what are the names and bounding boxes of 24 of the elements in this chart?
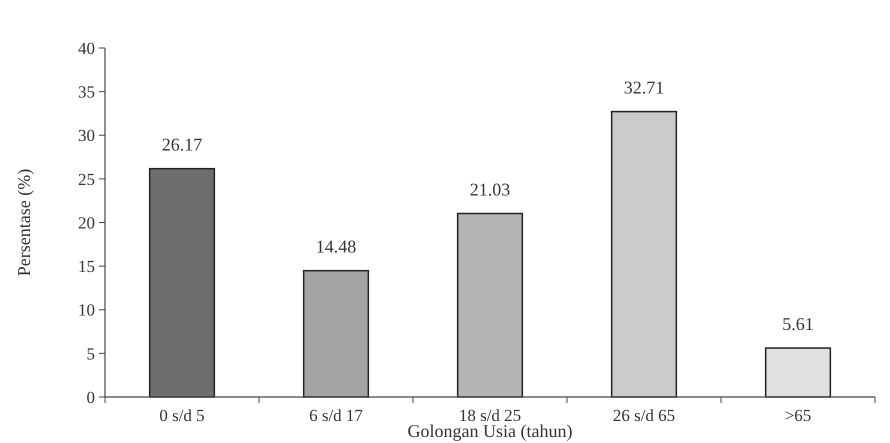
x-tick-label: 26 s/d 65 [612,406,676,425]
y-tick-label: 5 [86,344,95,364]
y-tick-label: 40 [78,38,95,58]
x-tick-label: 6 s/d 17 [309,406,364,425]
y-tick-label: 20 [78,213,95,232]
y-tick-label: 0 [86,388,95,407]
bar [610,110,678,398]
bar [148,168,216,398]
y-tick-label: 15 [78,257,95,276]
data-label: 26.17 [162,134,202,155]
y-tick-label: 25 [78,170,95,189]
data-label: 14.48 [316,236,356,257]
data-label: 5.61 [782,314,814,334]
bar [764,347,832,398]
y-axis-title: Persentase (%) [14,168,34,276]
bar [456,212,524,398]
y-tick-label: 30 [78,126,95,146]
y-tick-label: 10 [78,300,95,320]
bar [302,270,370,398]
data-label: 32.71 [624,78,664,98]
data-label: 21.03 [470,180,510,200]
x-tick-label: >65 [784,406,812,425]
y-tick-label: 35 [78,82,95,102]
x-tick-label: 0 s/d 5 [159,406,205,425]
